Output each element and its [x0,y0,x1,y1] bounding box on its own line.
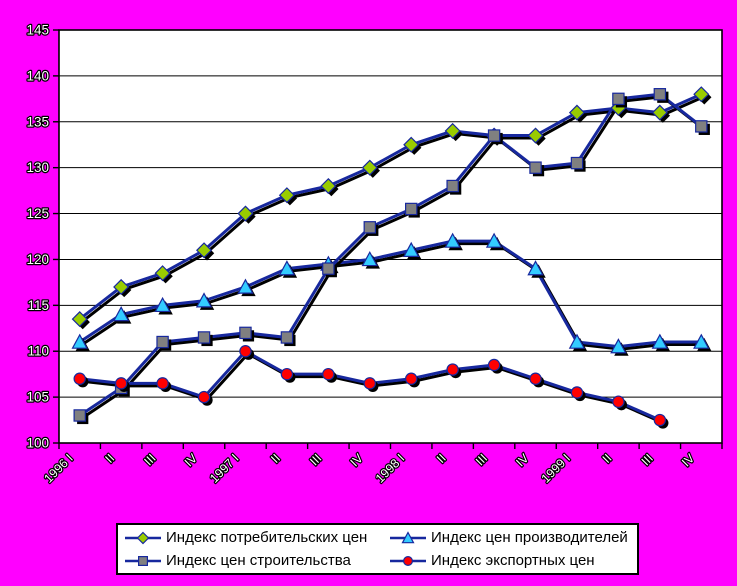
svg-text:110: 110 [27,344,49,359]
legend-item-export-price-index: Индекс экспортных цен [388,551,637,571]
svg-text:1998 I: 1998 I [373,451,407,485]
svg-text:III: III [639,451,656,468]
svg-text:145: 145 [26,23,49,38]
svg-text:II: II [600,451,615,466]
svg-text:IV: IV [679,451,698,470]
svg-text:1997 I: 1997 I [207,451,241,485]
svg-text:II: II [102,451,117,466]
svg-text:115: 115 [27,298,49,313]
square-marker-icon [125,555,161,566]
legend-item-producer-price-index: Индекс цен производителей [388,528,637,548]
legend-item-construction-price-index: Индекс цен строительства [123,551,388,571]
svg-text:II: II [268,451,283,466]
svg-text:II: II [434,451,449,466]
svg-text:140: 140 [26,68,49,83]
legend-label-consumer-price-index: Индекс потребительских цен [166,529,368,546]
svg-text:1996 I: 1996 I [41,451,75,485]
svg-text:120: 120 [26,252,49,267]
svg-text:1999 I: 1999 I [539,451,573,485]
legend-label-export-price-index: Индекс экспортных цен [431,552,595,569]
svg-text:105: 105 [26,390,49,405]
legend-item-consumer-price-index: Индекс потребительских цен [123,528,388,548]
svg-text:III: III [141,451,158,468]
chart-legend: Индекс потребительских цен Индекс цен пр… [116,523,639,575]
svg-text:IV: IV [182,451,201,470]
diamond-marker-icon [125,531,161,544]
svg-text:IV: IV [513,451,532,470]
svg-text:IV: IV [348,451,367,470]
svg-text:III: III [307,451,324,468]
svg-text:135: 135 [26,114,49,129]
svg-text:125: 125 [26,206,49,221]
triangle-marker-icon [390,530,426,543]
svg-text:130: 130 [26,160,49,175]
legend-label-producer-price-index: Индекс цен производителей [431,529,628,546]
legend-label-construction-price-index: Индекс цен строительства [166,552,351,569]
svg-text:III: III [473,451,490,468]
svg-text:100: 100 [26,436,49,451]
circle-marker-icon [390,555,426,566]
